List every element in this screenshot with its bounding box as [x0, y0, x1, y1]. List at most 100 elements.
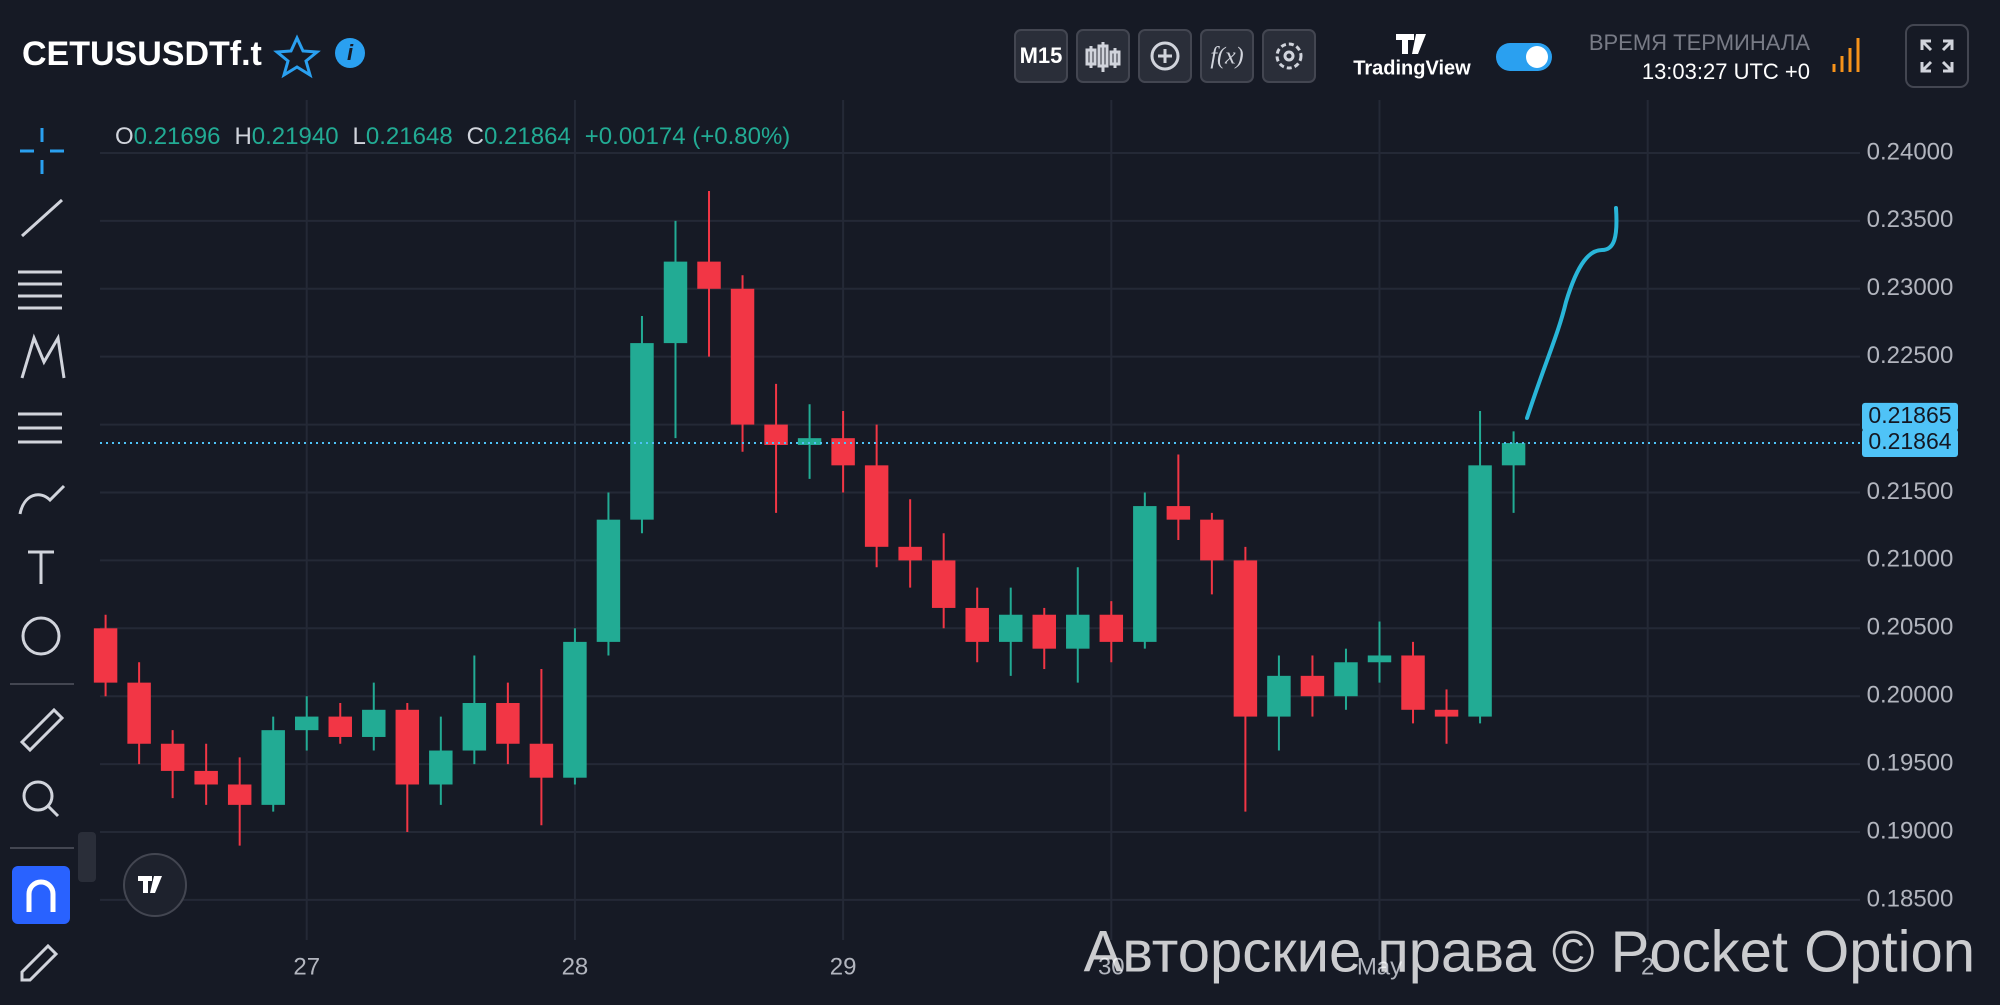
- zoom-handle: [46, 804, 60, 818]
- forecast-tool[interactable]: [18, 412, 62, 444]
- candle-body: [127, 682, 151, 744]
- candle-body: [462, 703, 487, 751]
- timeframe-button[interactable]: [1014, 29, 1068, 83]
- candle-body: [429, 750, 453, 785]
- collapse-button[interactable]: [78, 832, 96, 882]
- candle-body: [730, 288, 755, 425]
- x-tick-label: May: [1357, 953, 1402, 980]
- candle-body: [194, 770, 218, 785]
- candle-body: [1166, 506, 1191, 520]
- forecast-drawing: [1525, 206, 1619, 420]
- candle-body: [596, 519, 621, 642]
- candle-body: [328, 716, 352, 737]
- ohlc-part: 0.21940: [252, 123, 339, 150]
- price-badge-label: 0.21864: [1868, 428, 1951, 454]
- magnet-tool[interactable]: [12, 866, 70, 924]
- zoom-tool[interactable]: [22, 780, 54, 812]
- candle-body: [1233, 560, 1258, 717]
- candle-body: [1300, 675, 1325, 697]
- indicators-button[interactable]: [1200, 29, 1254, 83]
- candle-body: [395, 709, 420, 785]
- emoji-tool[interactable]: [21, 616, 61, 656]
- ruler-tool[interactable]: [19, 707, 65, 753]
- tv-badge-logo: [138, 876, 162, 893]
- candle-body: [697, 261, 721, 289]
- candle-body: [294, 716, 319, 731]
- price-badge: [1862, 402, 1958, 431]
- ohlc-part: L: [353, 123, 366, 150]
- settings-button[interactable]: [1262, 29, 1316, 83]
- info-icon[interactable]: [335, 38, 365, 68]
- timeframe-label: M15: [1020, 43, 1063, 68]
- candle-body: [362, 709, 386, 737]
- candle-body: [1468, 465, 1492, 717]
- y-tick-label: 0.23000: [1867, 274, 1954, 301]
- signal-icon: [1832, 38, 1860, 72]
- ohlc-part: +0.00174 (+0.80%): [585, 123, 791, 150]
- x-tick-label: 28: [562, 953, 589, 980]
- y-tick-label: 0.20000: [1867, 682, 1954, 709]
- candle-body: [160, 743, 185, 771]
- y-tick-label: 0.21500: [1867, 478, 1954, 505]
- candle-body: [1099, 614, 1124, 642]
- x-tick-label: 27: [293, 953, 320, 980]
- candle-body: [965, 607, 989, 642]
- candle-body: [764, 424, 788, 445]
- price-badge: [1862, 429, 1958, 458]
- fullscreen-icon: [1920, 39, 1954, 73]
- plot: 0.18500 0.19000 0.19500 0.20000 0.20500 0.210…: [93, 100, 1958, 980]
- ohlc-part: 0.21864: [484, 123, 571, 150]
- tradingview-logo: [1396, 34, 1426, 54]
- pattern-tool[interactable]: [20, 333, 66, 379]
- chart-type-icon: [1085, 42, 1121, 72]
- left-toolbar: [10, 128, 187, 982]
- candle-body: [898, 546, 922, 561]
- settings-center: [1283, 50, 1295, 62]
- info-glyph: i: [347, 40, 354, 65]
- settings-icon: [1275, 42, 1303, 70]
- symbol: CETUSUSDTf.t: [22, 35, 262, 73]
- fib-tool[interactable]: [18, 270, 62, 310]
- lock-tool[interactable]: [20, 943, 59, 982]
- candle-body: [496, 703, 520, 744]
- add-plus: [1158, 49, 1172, 63]
- toggle-knob: [1526, 46, 1548, 68]
- ohlc-part: 0.21696: [134, 123, 221, 150]
- candle-body: [1501, 443, 1526, 466]
- clock-title: ВРЕМЯ ТЕРМИНАЛА: [1589, 30, 1811, 55]
- candle-body: [563, 641, 587, 778]
- ohlc-part: O: [115, 123, 134, 150]
- candle-body: [1434, 709, 1459, 717]
- candle-body: [998, 614, 1023, 642]
- y-tick-label: 0.22500: [1867, 342, 1954, 369]
- candle-body: [1133, 506, 1157, 642]
- crosshair-tool[interactable]: [20, 128, 64, 174]
- candle-body: [630, 343, 654, 520]
- candle-body: [261, 730, 285, 805]
- indicators-icon: f(x): [1210, 44, 1243, 70]
- x-tick-label: 30: [1098, 953, 1125, 980]
- text-tool[interactable]: [28, 550, 54, 584]
- ohlc-part: H: [234, 123, 251, 150]
- candle-body: [931, 560, 956, 608]
- candle-body: [1066, 614, 1090, 649]
- trendline-tool[interactable]: [20, 198, 64, 238]
- price-badge-label: 0.21865: [1868, 402, 1951, 428]
- x-tick-label: 29: [830, 953, 857, 980]
- y-tick-label: 0.21000: [1867, 546, 1954, 573]
- favorite-icon[interactable]: [273, 34, 321, 79]
- candle-body: [797, 438, 822, 445]
- candle-body: [1367, 655, 1392, 663]
- y-tick-label: 0.20500: [1867, 614, 1954, 641]
- candle-body: [831, 438, 855, 466]
- add-icon: [1150, 41, 1180, 71]
- candle-body: [663, 261, 688, 344]
- x-tick-label: 2: [1641, 953, 1654, 980]
- y-tick-label: 0.19500: [1867, 749, 1954, 776]
- candle-body: [1267, 675, 1291, 717]
- brush-tool[interactable]: [18, 484, 66, 515]
- candle-body: [1032, 614, 1056, 649]
- y-tick-label: 0.19000: [1867, 817, 1954, 844]
- ohlc-part: C: [467, 123, 484, 150]
- fullscreen-button[interactable]: [1905, 24, 1969, 88]
